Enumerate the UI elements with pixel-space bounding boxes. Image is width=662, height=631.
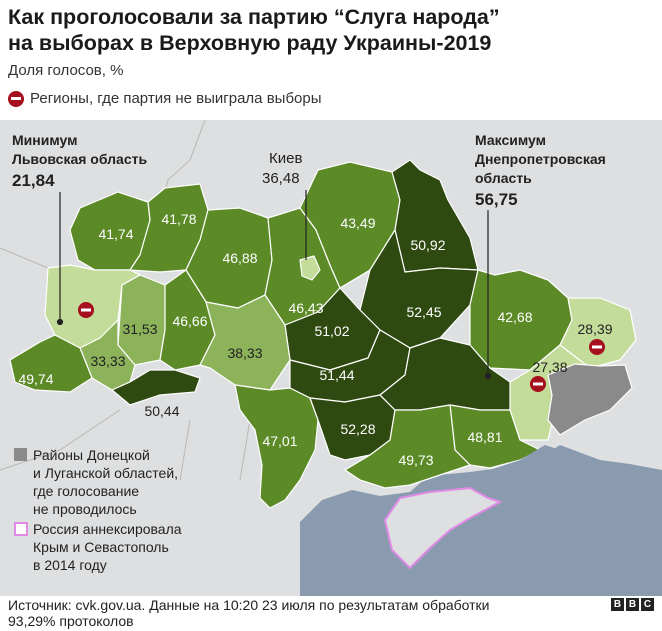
regions [9,159,637,509]
label-chernivtsi: 50,44 [144,403,179,419]
label-zaporizhzhia: 48,81 [467,429,502,445]
map: 41,74 41,78 46,88 46,43 43,49 50,92 52,4… [0,120,662,596]
legend-crimea: Россия аннексировала Крым и Севастополь … [14,520,182,574]
source-line-2: 93,29% протоколов [8,613,134,629]
max-value: 56,75 [475,190,518,209]
min-region: Львовская область [12,151,148,167]
region-sumy [391,159,479,273]
label-kyiv: 46,43 [288,300,323,316]
label-kherson: 49,73 [398,452,433,468]
chart-title: Как проголосовали за партию “Слуга народ… [8,4,658,56]
no-win-legend-text: Регионы, где партия не выиграла выборы [30,90,322,107]
legend-no-vote-line-2: и Луганской областей, [33,465,179,481]
title-line-2: на выборах в Верховную раду Украины-2019 [8,31,492,55]
region-kyiv-city [299,255,321,281]
no-entry-icon [78,302,94,318]
legend-no-vote-line-4: не проводилось [33,501,137,517]
region-odesa [234,384,319,509]
crimea-swatch [14,522,28,536]
source-line-1: Источник: cvk.gov.ua. Данные на 10:20 23… [8,597,490,613]
region-ivano-frankivsk [79,319,136,391]
crimea [383,486,503,570]
legend-no-vote: Районы Донецкой и Луганской областей, гд… [14,446,178,518]
source-note: Источник: cvk.gov.ua. Данные на 10:20 23… [8,597,608,629]
no-entry-icon [530,376,546,392]
label-odesa: 47,01 [262,433,297,449]
region-ternopil [117,274,166,366]
label-khmelnytskyi: 46,66 [172,313,207,329]
region-luhansk [559,297,637,369]
bbc-logo-b2: B [626,598,639,611]
region-chernivtsi [111,369,201,406]
label-chernihiv: 43,49 [340,215,375,231]
min-label: Минимум [12,132,78,148]
label-donetsk: 27,38 [532,359,567,375]
no-win-legend: Регионы, где партия не выиграла выборы [8,90,322,107]
label-luhansk: 28,39 [577,321,612,337]
legend-no-vote-line-3: где голосование [33,483,140,499]
no-entry-icon [589,339,605,355]
label-zakarpattia: 49,74 [18,371,53,387]
ukraine-map: 41,74 41,78 46,88 46,43 43,49 50,92 52,4… [0,120,662,596]
max-region-line-1: Днепропетровская [475,151,606,167]
region-zakarpattia [9,334,93,393]
no-entry-icon [8,90,24,107]
region-kherson [344,404,471,489]
label-kirovohrad: 51,44 [319,367,354,383]
azov-sea [490,445,560,482]
no-vote-swatch [14,448,27,461]
label-cherkasy: 51,02 [314,323,349,339]
label-volyn: 41,74 [98,226,133,242]
no-win-markers [78,302,605,392]
legend-no-vote-line-1: Районы Донецкой [33,447,150,463]
label-mykolaiv: 52,28 [340,421,375,437]
max-region-line-2: область [475,170,532,186]
title-line-1: Как проголосовали за партию “Слуга народ… [8,5,500,29]
label-poltava: 52,45 [406,304,441,320]
region-no-vote [547,363,633,436]
bbc-logo-b1: B [611,598,624,611]
label-zhytomyr: 46,88 [222,250,257,266]
label-sumy: 50,92 [410,237,445,253]
label-ivano-frankivsk: 33,33 [90,353,125,369]
label-kharkiv: 42,68 [497,309,532,325]
kiev-value: 36,48 [262,170,300,187]
black-sea [300,445,662,596]
region-labels: 41,74 41,78 46,88 46,43 43,49 50,92 52,4… [18,211,612,468]
bbc-logo: B B C [611,598,654,611]
bbc-logo-c: C [641,598,654,611]
pointer-lines [56,190,492,380]
legend-crimea-line-2: Крым и Севастополь [33,539,169,555]
label-rivne: 41,78 [161,211,196,227]
max-label: Максимум [475,132,546,148]
min-value: 21,84 [12,171,55,190]
label-vinnytsia: 38,33 [227,345,262,361]
legend-crimea-line-3: в 2014 году [33,557,107,573]
label-ternopil: 31,53 [122,321,157,337]
subtitle: Доля голосов, % [8,62,124,79]
legend-crimea-line-1: Россия аннексировала [33,521,182,537]
kiev-label: Киев [269,150,303,167]
